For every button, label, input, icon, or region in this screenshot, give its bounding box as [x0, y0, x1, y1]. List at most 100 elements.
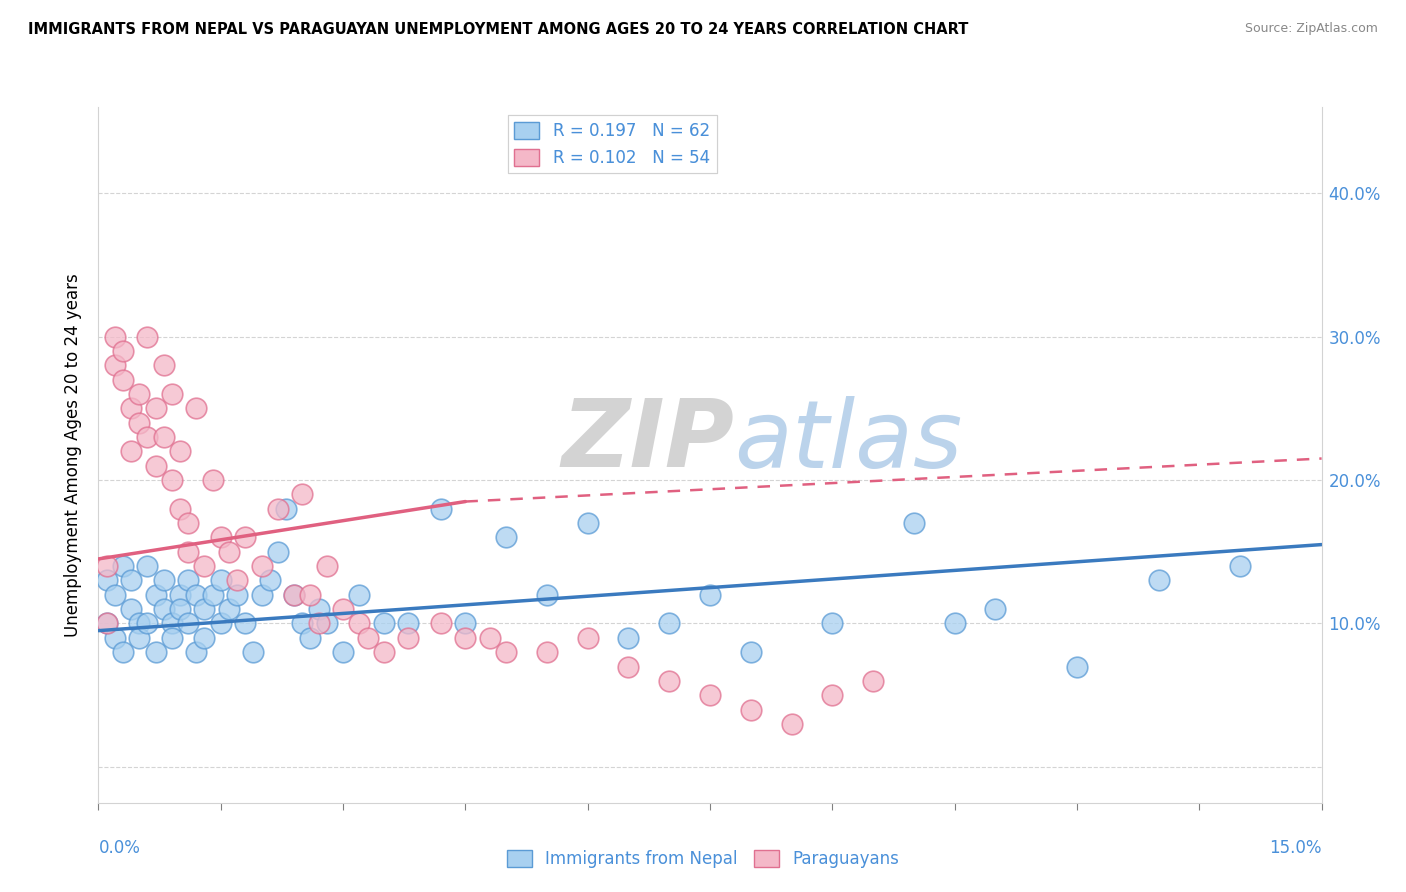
- Point: [160, 473, 183, 487]
- Point: [209, 616, 232, 631]
- Point: [152, 602, 174, 616]
- Point: [396, 616, 419, 631]
- Point: [152, 358, 174, 372]
- Point: [396, 631, 419, 645]
- Point: [576, 631, 599, 645]
- Point: [984, 602, 1007, 616]
- Point: [160, 616, 183, 631]
- Point: [267, 545, 290, 559]
- Point: [250, 559, 273, 574]
- Point: [111, 343, 134, 358]
- Point: [242, 645, 264, 659]
- Point: [218, 602, 240, 616]
- Point: [349, 616, 371, 631]
- Point: [576, 516, 599, 530]
- Point: [136, 616, 159, 631]
- Point: [699, 588, 721, 602]
- Point: [111, 559, 134, 574]
- Point: [136, 559, 159, 574]
- Point: [177, 616, 200, 631]
- Point: [291, 487, 314, 501]
- Legend: Immigrants from Nepal, Paraguayans: Immigrants from Nepal, Paraguayans: [501, 843, 905, 875]
- Point: [658, 673, 681, 688]
- Point: [177, 545, 200, 559]
- Point: [136, 430, 159, 444]
- Point: [740, 645, 762, 659]
- Point: [233, 616, 256, 631]
- Text: 0.0%: 0.0%: [98, 839, 141, 857]
- Point: [259, 574, 281, 588]
- Point: [136, 329, 159, 343]
- Point: [201, 588, 224, 602]
- Point: [169, 444, 191, 458]
- Point: [186, 588, 208, 602]
- Point: [209, 530, 232, 544]
- Point: [111, 373, 134, 387]
- Point: [862, 673, 884, 688]
- Point: [152, 574, 174, 588]
- Point: [373, 616, 395, 631]
- Point: [177, 574, 200, 588]
- Text: Source: ZipAtlas.com: Source: ZipAtlas.com: [1244, 22, 1378, 36]
- Point: [283, 588, 305, 602]
- Point: [145, 588, 167, 602]
- Point: [373, 645, 395, 659]
- Point: [120, 401, 142, 416]
- Point: [128, 616, 150, 631]
- Point: [821, 616, 844, 631]
- Point: [617, 659, 640, 673]
- Point: [160, 387, 183, 401]
- Point: [495, 645, 517, 659]
- Point: [332, 645, 354, 659]
- Point: [495, 530, 517, 544]
- Point: [96, 616, 118, 631]
- Point: [226, 588, 249, 602]
- Point: [332, 602, 354, 616]
- Point: [1147, 574, 1170, 588]
- Point: [177, 516, 200, 530]
- Point: [315, 616, 337, 631]
- Point: [283, 588, 305, 602]
- Point: [536, 645, 558, 659]
- Point: [160, 631, 183, 645]
- Point: [617, 631, 640, 645]
- Point: [454, 631, 477, 645]
- Point: [169, 602, 191, 616]
- Point: [903, 516, 925, 530]
- Text: ZIP: ZIP: [561, 395, 734, 487]
- Point: [120, 444, 142, 458]
- Point: [658, 616, 681, 631]
- Point: [430, 501, 453, 516]
- Point: [821, 688, 844, 702]
- Point: [478, 631, 501, 645]
- Point: [1229, 559, 1251, 574]
- Point: [226, 574, 249, 588]
- Point: [349, 588, 371, 602]
- Point: [186, 645, 208, 659]
- Point: [120, 602, 142, 616]
- Point: [193, 631, 215, 645]
- Point: [780, 717, 803, 731]
- Point: [356, 631, 378, 645]
- Point: [740, 702, 762, 716]
- Point: [169, 501, 191, 516]
- Point: [193, 559, 215, 574]
- Point: [274, 501, 297, 516]
- Point: [111, 645, 134, 659]
- Text: IMMIGRANTS FROM NEPAL VS PARAGUAYAN UNEMPLOYMENT AMONG AGES 20 TO 24 YEARS CORRE: IMMIGRANTS FROM NEPAL VS PARAGUAYAN UNEM…: [28, 22, 969, 37]
- Text: 15.0%: 15.0%: [1270, 839, 1322, 857]
- Point: [96, 574, 118, 588]
- Point: [193, 602, 215, 616]
- Point: [218, 545, 240, 559]
- Legend: R = 0.197   N = 62, R = 0.102   N = 54: R = 0.197 N = 62, R = 0.102 N = 54: [508, 115, 717, 173]
- Point: [96, 616, 118, 631]
- Point: [152, 430, 174, 444]
- Point: [104, 631, 127, 645]
- Point: [943, 616, 966, 631]
- Point: [186, 401, 208, 416]
- Point: [454, 616, 477, 631]
- Point: [250, 588, 273, 602]
- Point: [104, 358, 127, 372]
- Point: [104, 329, 127, 343]
- Point: [291, 616, 314, 631]
